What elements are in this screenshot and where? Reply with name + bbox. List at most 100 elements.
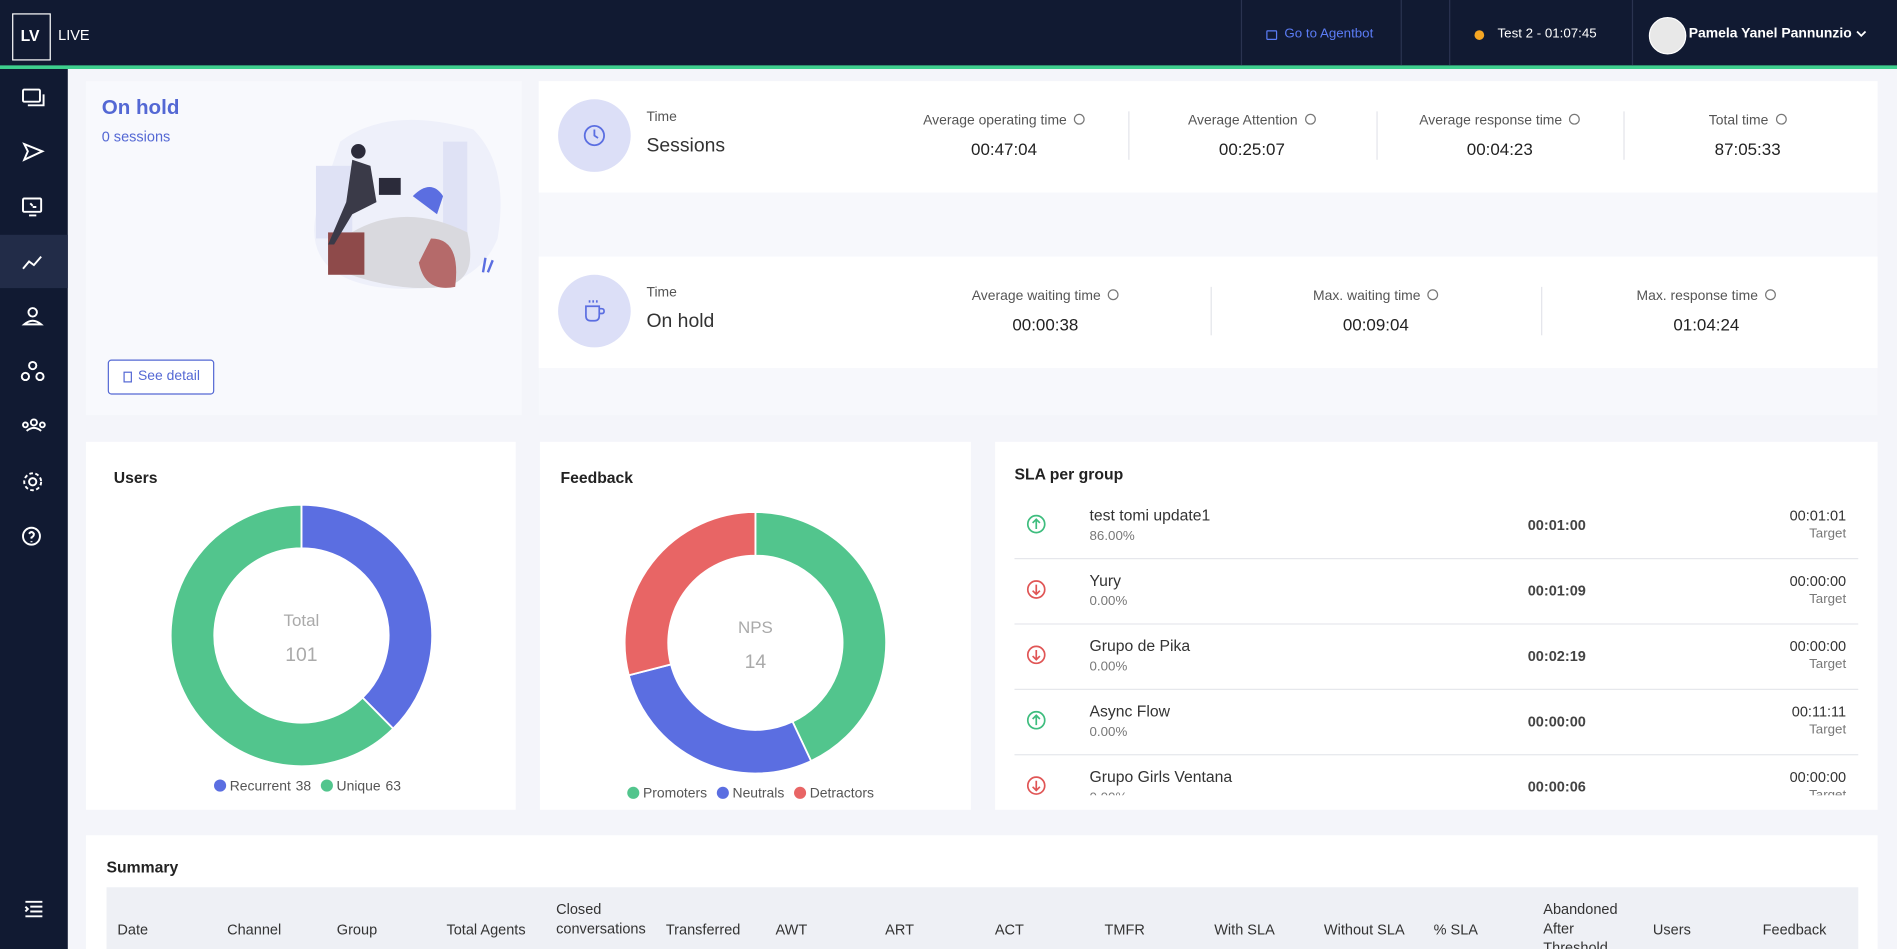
- center-value: 101: [285, 644, 317, 666]
- donut-segment: [754, 511, 888, 763]
- group-time: 00:00:06: [1527, 778, 1586, 796]
- metric-label: Total time: [1627, 113, 1869, 128]
- on-hold-card: On hold 0 sessions See detail: [85, 81, 522, 416]
- chart-title: Feedback: [561, 470, 634, 487]
- metric-label: Average waiting time: [924, 289, 1166, 304]
- help-icon[interactable]: [1765, 289, 1777, 301]
- group-name: Async Flow: [1089, 702, 1170, 721]
- stat-label: Time: [646, 110, 677, 125]
- help-icon[interactable]: [1427, 289, 1439, 301]
- user-name[interactable]: Pamela Yanel Pannunzio: [1688, 26, 1852, 42]
- donut-segment: [300, 503, 434, 730]
- target-time: 00:00:00: [1789, 572, 1847, 590]
- metric-value: 00:09:04: [1342, 314, 1409, 335]
- trend-arrow: [1032, 650, 1041, 661]
- metric-label-text: Average response time: [1419, 113, 1563, 129]
- active-item: [0, 234, 68, 289]
- table-header: Date Channel Group Total Agents Closed conve…: [106, 887, 1859, 949]
- column-header: With SLA: [1214, 921, 1275, 939]
- status-dot: [1474, 30, 1485, 40]
- help-icon[interactable]: [1108, 289, 1119, 301]
- trend-arrow: [1032, 714, 1041, 726]
- see-detail-button[interactable]: See detail: [107, 359, 215, 395]
- group-percent: 0.00%: [1089, 594, 1128, 609]
- doc-icon: [123, 371, 132, 383]
- group-name: Yury: [1089, 571, 1122, 590]
- trend-icon: [1026, 514, 1046, 534]
- metric-value: 01:04:24: [1673, 314, 1740, 335]
- metric-divider: [1127, 111, 1130, 160]
- summary-title: Summary: [106, 858, 179, 877]
- logo-box[interactable]: [12, 13, 51, 61]
- trend-icon: [1026, 645, 1046, 665]
- trend-circle: [1026, 580, 1046, 599]
- divider: [1400, 0, 1402, 66]
- metric-divider: [1623, 111, 1625, 160]
- sidebar-icons[interactable]: [0, 69, 68, 949]
- trend-circle: [1026, 514, 1046, 534]
- column-header: ACT: [994, 921, 1024, 939]
- metric-value: 00:25:07: [1218, 139, 1285, 159]
- trend-arrow: [1032, 518, 1041, 529]
- metric-label-text: Average waiting time: [971, 289, 1101, 304]
- card-title: On hold: [101, 95, 180, 119]
- divider: [1240, 0, 1243, 66]
- target-label: Target: [1809, 591, 1847, 607]
- metric-value: 00:00:38: [1012, 314, 1079, 335]
- target-label: Target: [1809, 526, 1847, 542]
- column-header: Abandoned After Threshold: [1543, 900, 1618, 949]
- trend-circle: [1026, 645, 1046, 665]
- trend-icon: [1026, 710, 1046, 730]
- legend: Promoters Neutrals Detractors: [627, 785, 874, 801]
- metric-label-text: Average Attention: [1187, 113, 1298, 129]
- group-name: Grupo de Pika: [1089, 636, 1191, 655]
- avatar[interactable]: [1648, 16, 1687, 55]
- column-header: Users: [1652, 921, 1691, 939]
- metric-value: 87:05:33: [1714, 139, 1781, 159]
- group-percent: 0.00%: [1089, 659, 1128, 675]
- target-time: 00:01:01: [1789, 507, 1847, 525]
- clock: [583, 124, 605, 147]
- stat-card: Time On hold Average waiting time 00:00:38 M…: [538, 256, 1878, 368]
- metric-label-text: Max. response time: [1636, 289, 1758, 304]
- center-value: 14: [745, 651, 767, 673]
- row-divider: [1014, 754, 1859, 756]
- agentbot-link[interactable]: Go to Agentbot: [1284, 26, 1374, 42]
- dropdown-caret[interactable]: [1856, 30, 1867, 37]
- row-divider: [1014, 623, 1859, 625]
- column-header: Date: [117, 921, 149, 939]
- legend-label: Promoters: [643, 785, 707, 801]
- legend-label: Detractors: [810, 785, 874, 801]
- button-label[interactable]: See detail: [138, 369, 200, 384]
- legend-swatch: [794, 786, 807, 799]
- help-icon[interactable]: [1074, 113, 1085, 125]
- stat-title: Sessions: [646, 135, 726, 157]
- target-time: 00:00:00: [1789, 637, 1847, 655]
- legend-label: Unique: [337, 777, 381, 793]
- help-icon[interactable]: [1775, 113, 1787, 125]
- metric-label: Average response time: [1379, 113, 1621, 129]
- target-time: 00:11:11: [1791, 703, 1847, 721]
- group-time: 00:01:00: [1527, 516, 1586, 534]
- trend-arrow: [1032, 584, 1041, 596]
- group-time: 00:02:19: [1527, 647, 1586, 665]
- column-header: Transferred: [665, 921, 741, 939]
- divider: [1449, 0, 1451, 66]
- legend-swatch: [627, 786, 640, 799]
- legend-swatch: [214, 779, 227, 792]
- stat-icon: [558, 274, 631, 348]
- help-icon[interactable]: [1569, 113, 1581, 125]
- stat-title: On hold: [646, 311, 715, 332]
- target-label: Target: [1604, 788, 1846, 795]
- center-label: Total: [284, 611, 320, 630]
- metric-divider: [1375, 111, 1378, 160]
- metric-label-text: Max. waiting time: [1312, 289, 1421, 304]
- legend-swatch: [320, 779, 333, 792]
- column-header: Total Agents: [446, 921, 526, 939]
- help-icon[interactable]: [1304, 113, 1316, 125]
- product-name: LIVE: [58, 26, 90, 44]
- target-label: Target: [1809, 722, 1847, 738]
